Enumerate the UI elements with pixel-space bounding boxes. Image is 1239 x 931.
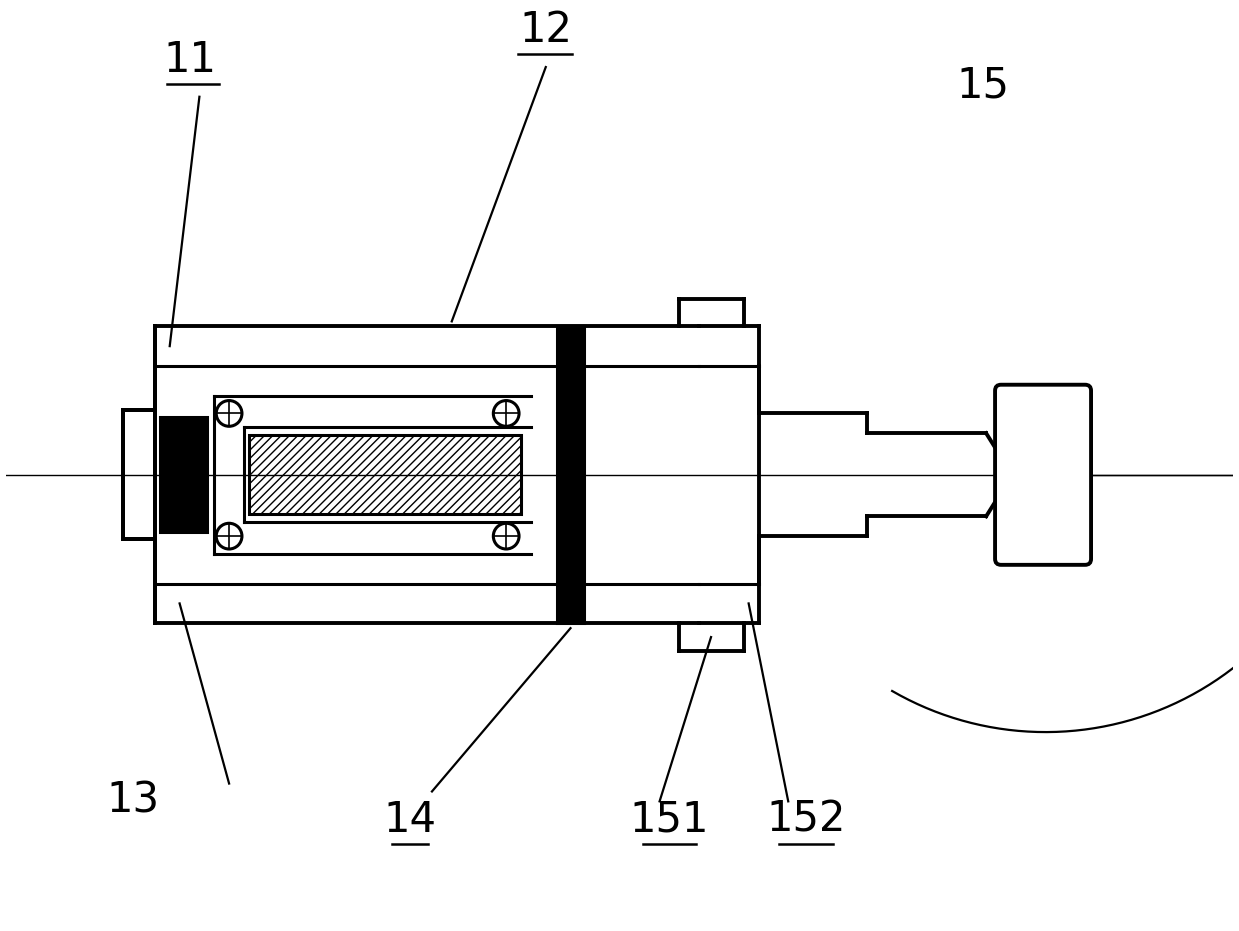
Bar	[160, 417, 207, 533]
Bar	[679, 299, 743, 327]
Circle shape	[493, 400, 519, 426]
Bar	[155, 584, 699, 623]
Text: 14: 14	[384, 799, 436, 841]
Bar	[214, 396, 244, 554]
Bar	[155, 327, 699, 366]
Bar	[679, 623, 743, 651]
Bar	[556, 327, 585, 623]
Text: 151: 151	[629, 799, 709, 841]
Text: 11: 11	[164, 39, 216, 81]
Text: 12: 12	[519, 9, 572, 51]
Bar	[123, 411, 155, 539]
Text: 152: 152	[767, 799, 846, 841]
Circle shape	[217, 523, 242, 549]
Bar	[249, 435, 522, 514]
Bar	[214, 522, 532, 554]
Text: 13: 13	[107, 779, 160, 821]
Bar	[214, 396, 532, 427]
Circle shape	[493, 523, 519, 549]
Bar	[123, 411, 155, 539]
Bar	[699, 327, 758, 366]
Bar	[699, 584, 758, 623]
Text: 15: 15	[957, 64, 1010, 107]
Circle shape	[217, 400, 242, 426]
FancyBboxPatch shape	[995, 385, 1092, 565]
